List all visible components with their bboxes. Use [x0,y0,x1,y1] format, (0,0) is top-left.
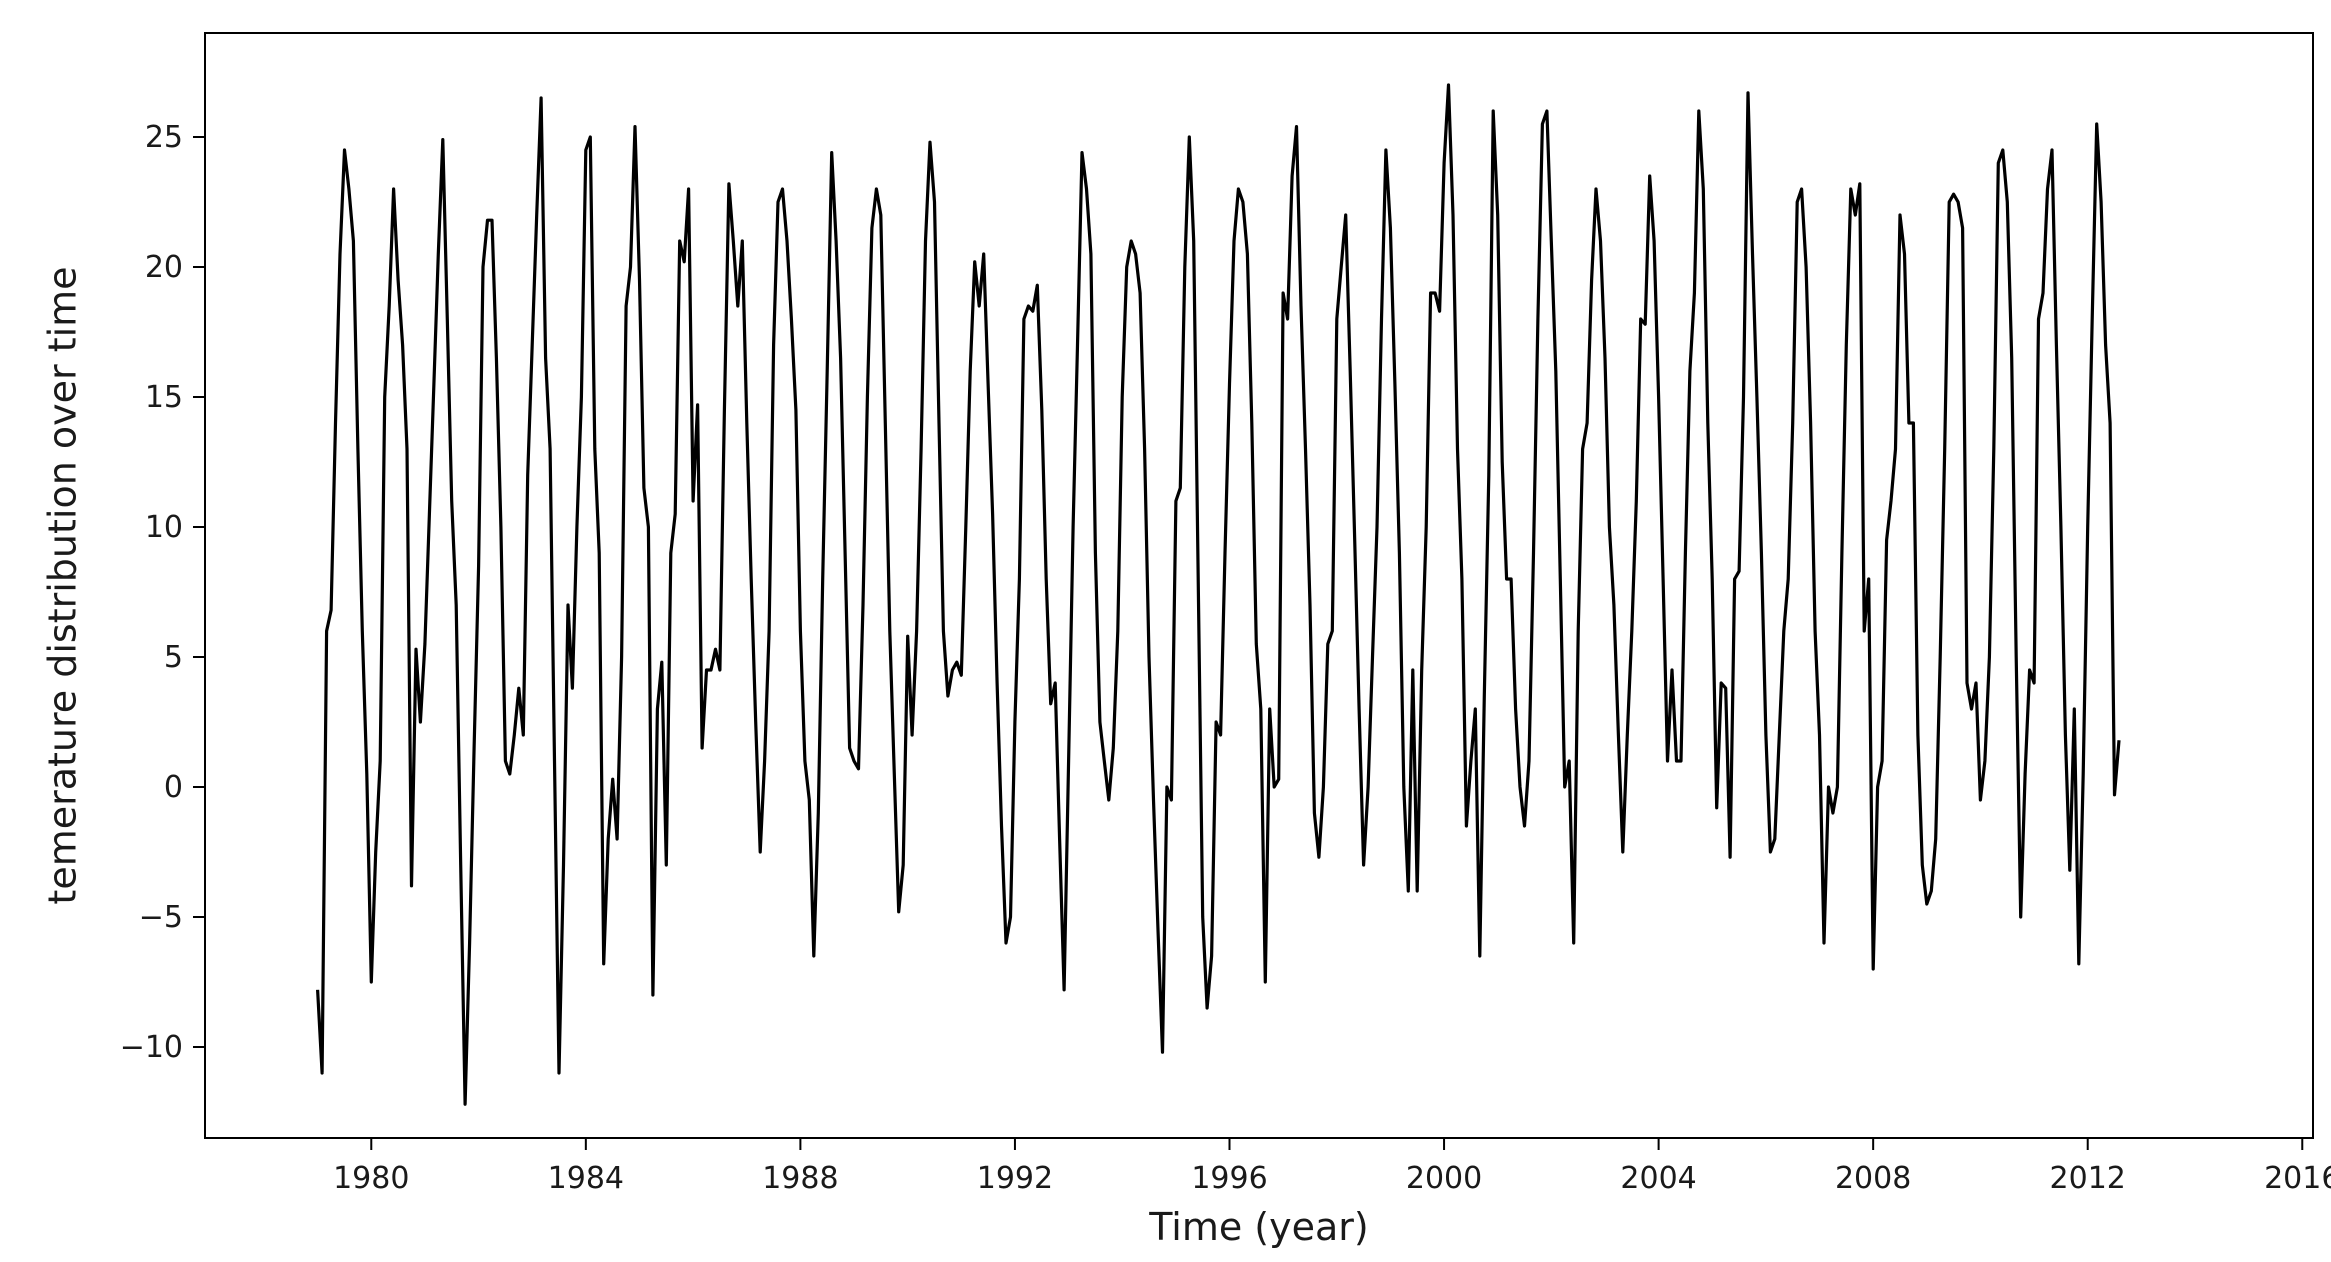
x-axis-label: Time (year) [1148,1205,1369,1249]
y-tick-label: −10 [120,1030,183,1065]
x-tick-label: 1996 [1191,1161,1267,1196]
x-tick-label: 2012 [2050,1161,2126,1196]
x-tick-label: 1980 [333,1161,409,1196]
x-tick-label: 2004 [1620,1161,1696,1196]
x-tick-label: 1984 [548,1161,624,1196]
y-axis-label: temerature distribution over time [40,266,84,904]
x-tick-label: 1992 [977,1161,1053,1196]
y-tick-label: 5 [164,640,183,675]
x-tick-label: 2016 [2264,1161,2331,1196]
y-axis-ticks: −10 −5 0 5 10 15 20 25 [120,120,205,1065]
y-tick-label: 10 [145,510,183,545]
x-tick-label: 2008 [1835,1161,1911,1196]
y-tick-label: 25 [145,120,183,155]
plot-area-frame [204,32,2314,1139]
temperature-series-line [316,83,2121,1106]
x-tick-label: 1988 [762,1161,838,1196]
y-tick-label: 20 [145,250,183,285]
y-tick-label: −5 [139,900,183,935]
x-tick-label: 2000 [1406,1161,1482,1196]
x-axis-ticks: 1980 1984 1988 1992 1996 2000 2004 2008 2012 2016 [333,1138,2331,1196]
y-tick-label: 15 [145,380,183,415]
y-tick-label: 0 [164,770,183,805]
